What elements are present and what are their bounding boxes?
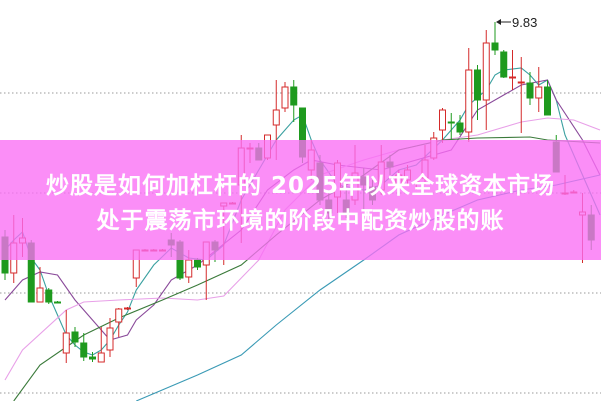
annotation-arrow-head — [496, 19, 501, 25]
candle-body — [124, 307, 131, 310]
candle — [54, 301, 61, 304]
candle-body — [509, 76, 516, 79]
title-banner — [0, 140, 601, 260]
candle — [517, 57, 525, 133]
candle — [474, 65, 481, 120]
candle-body — [106, 327, 114, 351]
candle-body — [115, 308, 123, 323]
candle-body — [535, 86, 543, 99]
candle — [456, 115, 464, 135]
high-annotation: 9.83 — [496, 15, 537, 30]
candle-body — [185, 259, 193, 278]
candle — [482, 30, 490, 130]
candle — [106, 318, 114, 357]
candle — [491, 22, 499, 55]
candle-body — [45, 289, 53, 303]
title-line-2: 处于震荡市环境的阶段中配资炒股的账 — [96, 208, 505, 234]
candle-body — [89, 356, 96, 360]
candle — [535, 67, 543, 112]
candle-body — [526, 82, 534, 99]
candle-body — [71, 331, 79, 343]
candle-body — [272, 109, 280, 126]
candle — [544, 80, 551, 116]
candle — [45, 288, 53, 304]
candle — [281, 82, 289, 112]
candle-body — [465, 69, 473, 133]
candle — [97, 327, 105, 363]
candle-body — [97, 352, 105, 363]
candle-body — [544, 86, 551, 116]
candle — [89, 352, 96, 362]
candle — [439, 108, 446, 143]
annotation-label: 9.83 — [512, 15, 537, 30]
candle — [80, 333, 88, 361]
candle — [36, 267, 44, 303]
candle-body — [491, 42, 499, 51]
candle — [465, 48, 473, 142]
candle — [526, 72, 534, 105]
candle — [124, 307, 131, 310]
candle — [290, 80, 298, 122]
candle-body — [456, 122, 464, 133]
candle — [115, 308, 123, 337]
candle-body — [80, 342, 88, 358]
candle-body — [439, 109, 446, 131]
candle-body — [36, 287, 44, 303]
candle-body — [474, 69, 481, 101]
candle — [500, 50, 508, 78]
candle-body — [482, 42, 490, 101]
candle-body — [500, 51, 508, 78]
candle-body — [290, 86, 298, 106]
candle — [509, 50, 516, 90]
candle-body — [62, 332, 70, 354]
candle — [71, 327, 79, 347]
title-line-1: 炒股是如何加杠杆的 2025年以来全球资本市场 — [45, 173, 556, 199]
candle — [62, 310, 70, 363]
candle-body — [194, 259, 201, 268]
candle-body — [447, 121, 455, 124]
candle — [447, 113, 455, 140]
candle-body — [281, 86, 289, 109]
candle-body — [517, 81, 525, 84]
candle-body — [54, 301, 61, 304]
